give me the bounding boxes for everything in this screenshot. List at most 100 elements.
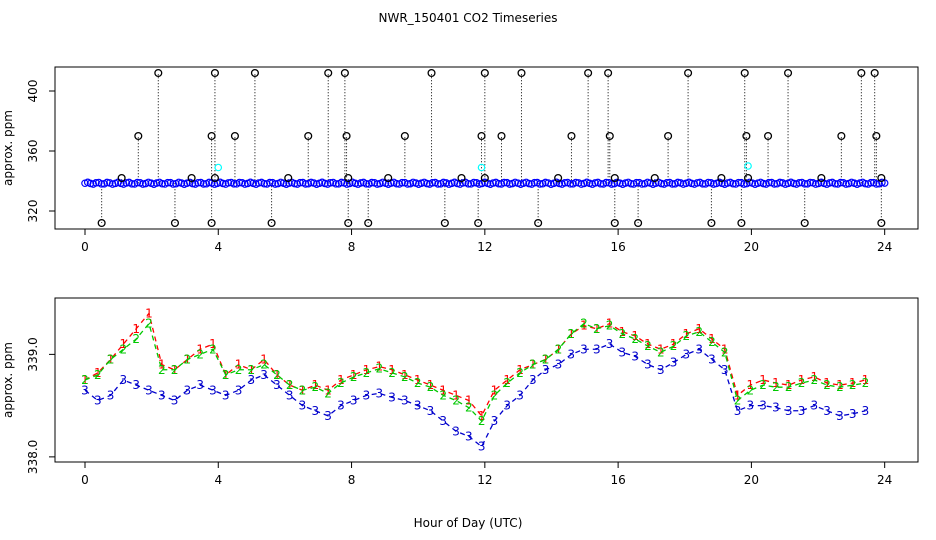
outlier-point [877, 218, 886, 228]
outlier-point [97, 218, 106, 228]
series-marker-1: 1 [311, 378, 319, 392]
data-point [591, 179, 599, 187]
series-marker-3: 3 [606, 337, 614, 351]
data-point [398, 178, 406, 187]
data-point [795, 179, 803, 187]
series-marker-2: 2 [120, 342, 128, 356]
series-marker-1: 1 [491, 383, 499, 397]
x-tick-label: 20 [744, 240, 759, 254]
series-marker-1: 1 [145, 306, 153, 320]
series-marker-3: 3 [273, 378, 281, 392]
series-marker-1: 1 [132, 322, 140, 336]
y-tick-label: 400 [26, 80, 40, 103]
series-marker-1: 1 [158, 358, 166, 372]
series-marker-2: 2 [324, 386, 332, 400]
series-marker-3: 3 [555, 358, 563, 372]
series-marker-3: 3 [235, 383, 243, 397]
outlier-point [210, 68, 219, 78]
data-point [500, 178, 508, 187]
series-marker-1: 1 [120, 337, 128, 351]
data-point [332, 180, 340, 188]
series-marker-2: 2 [555, 342, 563, 356]
series-marker-2: 2 [248, 363, 256, 377]
outlier-point [187, 173, 196, 183]
data-point [362, 179, 371, 188]
outlier-point [457, 173, 466, 183]
chart-title: NWR_150401 CO2 Timeseries [379, 11, 558, 25]
x-tick-label: 16 [610, 473, 625, 487]
series-marker-2: 2 [132, 332, 140, 346]
x-tick-label: 4 [214, 473, 222, 487]
outlier-point [117, 173, 126, 183]
series-marker-3: 3 [657, 363, 665, 377]
series-marker-2: 2 [401, 370, 409, 384]
outlier-point [324, 68, 333, 78]
outlier-point [610, 173, 619, 183]
series-marker-3: 3 [542, 363, 550, 377]
series-marker-1: 1 [721, 342, 729, 356]
series-marker-1: 1 [452, 388, 460, 402]
series-marker-3: 3 [516, 388, 524, 402]
outlier-point [154, 68, 163, 78]
outlier-point [364, 218, 373, 228]
series-marker-1: 1 [375, 360, 383, 374]
data-point [128, 179, 136, 188]
series-marker-3: 3 [772, 401, 780, 415]
series-marker-3: 3 [619, 345, 627, 359]
series-marker-2: 2 [849, 378, 857, 392]
series-line-2 [84, 322, 866, 423]
outlier-point [517, 68, 526, 78]
series-marker-2: 2 [734, 394, 742, 408]
series-marker-1: 1 [542, 353, 550, 367]
series-marker-3: 3 [823, 404, 831, 418]
x-axis-label: Hour of Day (UTC) [414, 516, 523, 530]
series-marker-1: 1 [823, 376, 831, 390]
series-marker-2: 2 [414, 376, 422, 390]
series-marker-1: 1 [363, 363, 371, 377]
series-marker-3: 3 [132, 378, 140, 392]
outlier-point [584, 68, 593, 78]
data-point [657, 179, 666, 188]
outlier-point [800, 218, 809, 228]
x-tick-label: 0 [81, 240, 89, 254]
y-tick-label: 338.0 [26, 440, 40, 474]
series-marker-3: 3 [158, 388, 166, 402]
outlier-point [837, 131, 846, 141]
series-marker-2: 2 [759, 378, 767, 392]
outlier-point [872, 131, 881, 141]
outlier-point [344, 218, 353, 228]
data-point [356, 179, 365, 187]
series-marker-3: 3 [785, 404, 793, 418]
data-point [97, 180, 106, 188]
outlier-point [207, 218, 216, 228]
series-marker-3: 3 [286, 388, 294, 402]
data-point [561, 179, 569, 187]
series-marker-1: 1 [683, 327, 691, 341]
series-marker-2: 2 [363, 366, 371, 380]
outlier-point [634, 218, 643, 228]
data-point [254, 179, 263, 187]
series-marker-2: 2 [273, 368, 281, 382]
series-marker-3: 3 [196, 378, 204, 392]
series-marker-1: 1 [94, 366, 102, 380]
outlier-point [742, 131, 751, 141]
series-marker-1: 1 [580, 319, 588, 333]
y-axis-label: approx. ppm [1, 110, 15, 186]
series-marker-3: 3 [580, 342, 588, 356]
series-marker-1: 1 [849, 376, 857, 390]
series-marker-2: 2 [823, 378, 831, 392]
data-point [698, 180, 707, 188]
series-marker-3: 3 [171, 394, 179, 408]
series-marker-2: 2 [171, 363, 179, 377]
x-tick-label: 12 [477, 240, 492, 254]
series-marker-1: 1 [862, 373, 870, 387]
data-point [92, 179, 100, 187]
series-marker-2: 2 [503, 376, 511, 390]
series-marker-2: 2 [529, 358, 537, 372]
outlier-point [534, 218, 543, 228]
data-point [765, 178, 773, 187]
series-marker-3: 3 [299, 399, 307, 413]
data-point [693, 179, 701, 187]
series-marker-2: 2 [388, 366, 396, 380]
series-marker-1: 1 [107, 353, 115, 367]
